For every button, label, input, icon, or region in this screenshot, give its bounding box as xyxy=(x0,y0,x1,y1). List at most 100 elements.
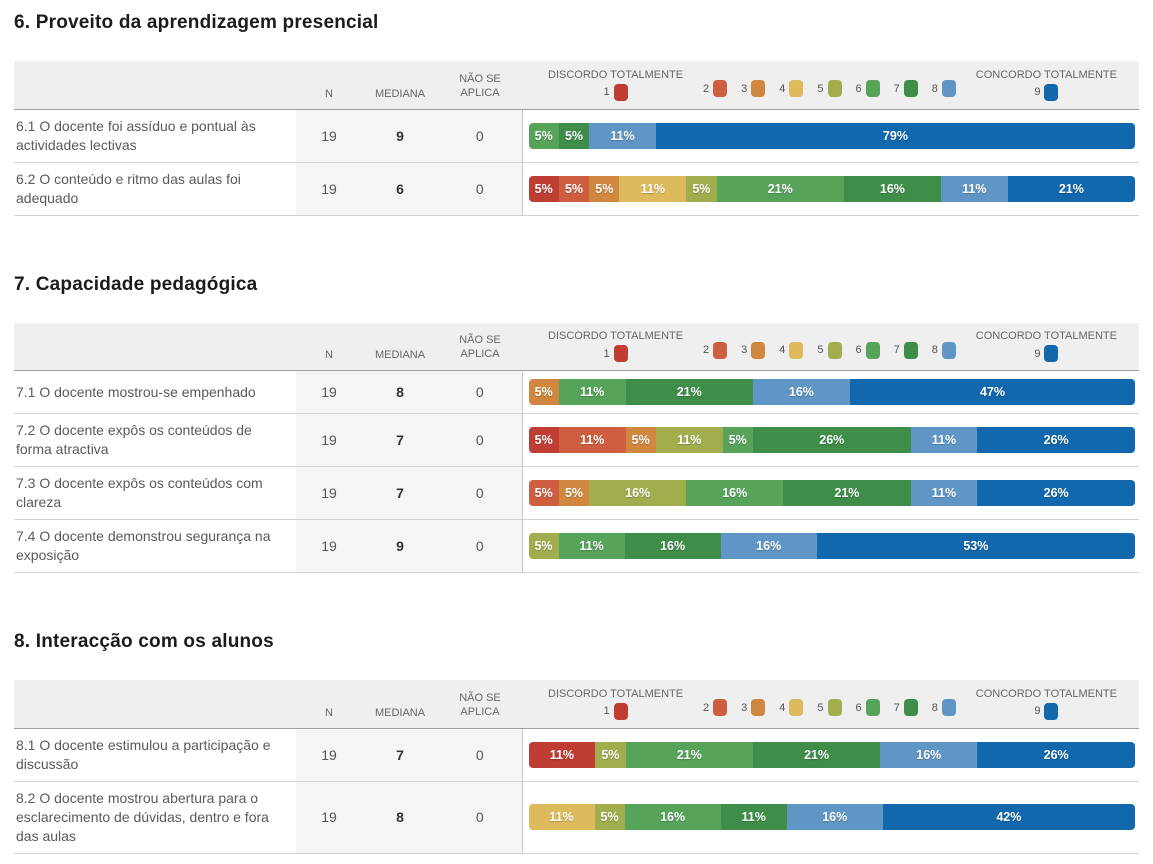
bar-segment-scale-6: 11% xyxy=(558,533,625,559)
bar-segment-scale-8: 16% xyxy=(880,741,978,768)
stacked-bar: 5% 5% 5% 11% 5% 21% 16% 11% 21% xyxy=(528,175,1135,202)
legend-item-8: 8 xyxy=(932,341,956,359)
scale-7-swatch xyxy=(903,341,918,359)
n-value: 19 xyxy=(296,728,362,782)
legend-item-value: 3 xyxy=(741,82,748,95)
bar-segment-scale-3: 5% xyxy=(625,427,656,453)
legend-min-label: DISCORDO TOTALMENTE xyxy=(548,68,684,81)
n-value: 19 xyxy=(296,370,362,414)
table-header: N MEDIANA NÃO SE APLICA DISCORDO TOTALME… xyxy=(14,322,1139,371)
legend-item-value: 6 xyxy=(855,82,862,95)
col-distribution: DISCORDO TOTALMENTE 1 2 3 4 5 6 7 8 CONCORDO T… xyxy=(522,322,1139,371)
distribution-cell: 5% 5% 5% 11% 5% 21% 16% 11% 21% xyxy=(521,162,1139,216)
legend-middle: 2 3 4 5 6 7 8 xyxy=(703,341,956,359)
table-row: 7.2 O docente expôs os conteúdos de form… xyxy=(14,413,1139,467)
nao-se-aplica-value: 0 xyxy=(438,413,522,467)
bar-segment-scale-7: 16% xyxy=(843,175,941,202)
question-label: 7.2 O docente expôs os conteúdos de form… xyxy=(14,413,296,467)
stacked-bar: 5% 11% 5% 11% 5% 26% 11% 26% xyxy=(528,427,1135,453)
scale-3-swatch xyxy=(751,341,766,359)
legend-item-value: 3 xyxy=(741,701,748,714)
section-title: 6. Proveito da aprendizagem presencial xyxy=(14,12,379,33)
legend-max-label: CONCORDO TOTALMENTE xyxy=(975,330,1117,343)
question-label: 7.3 O docente expôs os conteúdos com cla… xyxy=(14,466,296,520)
distribution-cell: 5% 5% 11% 79% xyxy=(521,109,1139,163)
n-value: 19 xyxy=(296,413,362,467)
legend-min: DISCORDO TOTALMENTE 1 xyxy=(548,688,683,720)
legend-item-value: 7 xyxy=(893,82,900,95)
bar-segment-scale-9: 26% xyxy=(977,480,1135,506)
legend-item-value: 4 xyxy=(779,344,786,357)
bar-segment-scale-9: 79% xyxy=(655,122,1135,149)
legend-item-3: 3 xyxy=(741,699,766,717)
legend-item-5: 5 xyxy=(817,80,842,98)
scale-2-swatch xyxy=(713,80,728,98)
scale-2-swatch xyxy=(713,699,728,717)
bar-segment-scale-8: 16% xyxy=(786,804,883,830)
nao-se-aplica-value: 0 xyxy=(438,519,522,573)
scale-7-swatch xyxy=(903,80,918,98)
distribution-cell: 5% 11% 16% 16% 53% xyxy=(521,519,1139,573)
bar-segment-scale-5: 5% xyxy=(595,741,626,768)
distribution-cell: 11% 5% 16% 11% 16% 42% xyxy=(521,781,1139,854)
scale-1-swatch xyxy=(613,345,628,363)
legend-item-6: 6 xyxy=(855,80,880,98)
col-distribution: DISCORDO TOTALMENTE 1 2 3 4 5 6 7 8 CONCORDO T… xyxy=(522,680,1139,729)
legend-min-pair: 1 xyxy=(603,83,628,101)
bar-segment-scale-8: 16% xyxy=(720,533,817,559)
bar-segment-scale-9: 42% xyxy=(882,804,1135,830)
legend-item-value: 5 xyxy=(817,701,824,714)
section-title: 8. Interacção com os alunos xyxy=(14,631,274,652)
n-value: 19 xyxy=(296,162,362,216)
bar-segment-scale-9: 47% xyxy=(849,379,1135,405)
bar-segment-scale-5: 5% xyxy=(594,804,625,830)
legend-max-value: 9 xyxy=(1034,705,1041,718)
bar-segment-scale-9: 26% xyxy=(977,427,1135,453)
legend-max-pair: 9 xyxy=(1034,702,1059,720)
scale-legend: DISCORDO TOTALMENTE 1 2 3 4 5 6 7 8 CONCORDO T… xyxy=(522,688,1139,720)
table-body: 6.1 O docente foi assíduo e pontual às a… xyxy=(14,109,1139,216)
legend-max-pair: 9 xyxy=(1034,83,1059,101)
scale-6-swatch xyxy=(865,699,880,717)
bar-segment-scale-6: 21% xyxy=(625,741,753,768)
bar-segment-scale-4: 11% xyxy=(619,175,687,202)
legend-max: CONCORDO TOTALMENTE 9 xyxy=(975,330,1117,363)
bar-segment-scale-9: 53% xyxy=(816,533,1135,559)
scale-2-swatch xyxy=(713,341,728,359)
legend-max: CONCORDO TOTALMENTE 9 xyxy=(976,69,1117,101)
bar-segment-scale-6: 21% xyxy=(716,175,844,202)
bar-segment-scale-8: 11% xyxy=(940,175,1008,202)
distribution-cell: 5% 11% 21% 16% 47% xyxy=(521,370,1139,414)
legend-item-3: 3 xyxy=(741,341,766,359)
n-value: 19 xyxy=(296,466,362,520)
stacked-bar: 5% 5% 16% 16% 21% 11% 26% xyxy=(528,480,1135,506)
scale-5-swatch xyxy=(827,699,842,717)
table-row: 7.3 O docente expôs os conteúdos com cla… xyxy=(14,466,1139,520)
legend-item-7: 7 xyxy=(894,699,918,717)
n-value: 19 xyxy=(296,109,362,163)
scale-8-swatch xyxy=(941,699,956,717)
bar-segment-scale-7: 26% xyxy=(752,427,911,453)
bar-segment-scale-8: 11% xyxy=(910,427,978,453)
legend-min-label: DISCORDO TOTALMENTE xyxy=(548,330,684,343)
legend-item-4: 4 xyxy=(779,80,804,98)
legend-item-7: 7 xyxy=(893,341,918,359)
results-table: N MEDIANA NÃO SE APLICA DISCORDO TOTALME… xyxy=(14,322,1139,573)
legend-item-value: 7 xyxy=(893,344,900,357)
scale-legend: DISCORDO TOTALMENTE 1 2 3 4 5 6 7 8 CONCORDO T… xyxy=(522,69,1139,101)
nao-se-aplica-value: 0 xyxy=(438,370,522,414)
legend-min-pair: 1 xyxy=(603,345,628,363)
table-row: 7.4 O docente demonstrou segurança na ex… xyxy=(14,519,1139,573)
legend-item-4: 4 xyxy=(779,699,804,717)
scale-7-swatch xyxy=(903,699,918,717)
nao-se-aplica-value: 0 xyxy=(438,109,522,163)
legend-max-value: 9 xyxy=(1034,347,1041,360)
legend-item-value: 4 xyxy=(779,82,786,95)
bar-segment-scale-9: 21% xyxy=(1007,175,1135,202)
legend-max: CONCORDO TOTALMENTE 9 xyxy=(976,688,1117,720)
survey-section: 8. Interacção com os alunos N MEDIANA NÃ… xyxy=(14,631,1139,854)
legend-middle: 2 3 4 5 6 7 8 xyxy=(703,699,956,717)
col-mediana: MEDIANA xyxy=(362,61,438,110)
question-label: 6.1 O docente foi assíduo e pontual às a… xyxy=(14,109,296,163)
legend-min: DISCORDO TOTALMENTE 1 xyxy=(548,330,684,363)
